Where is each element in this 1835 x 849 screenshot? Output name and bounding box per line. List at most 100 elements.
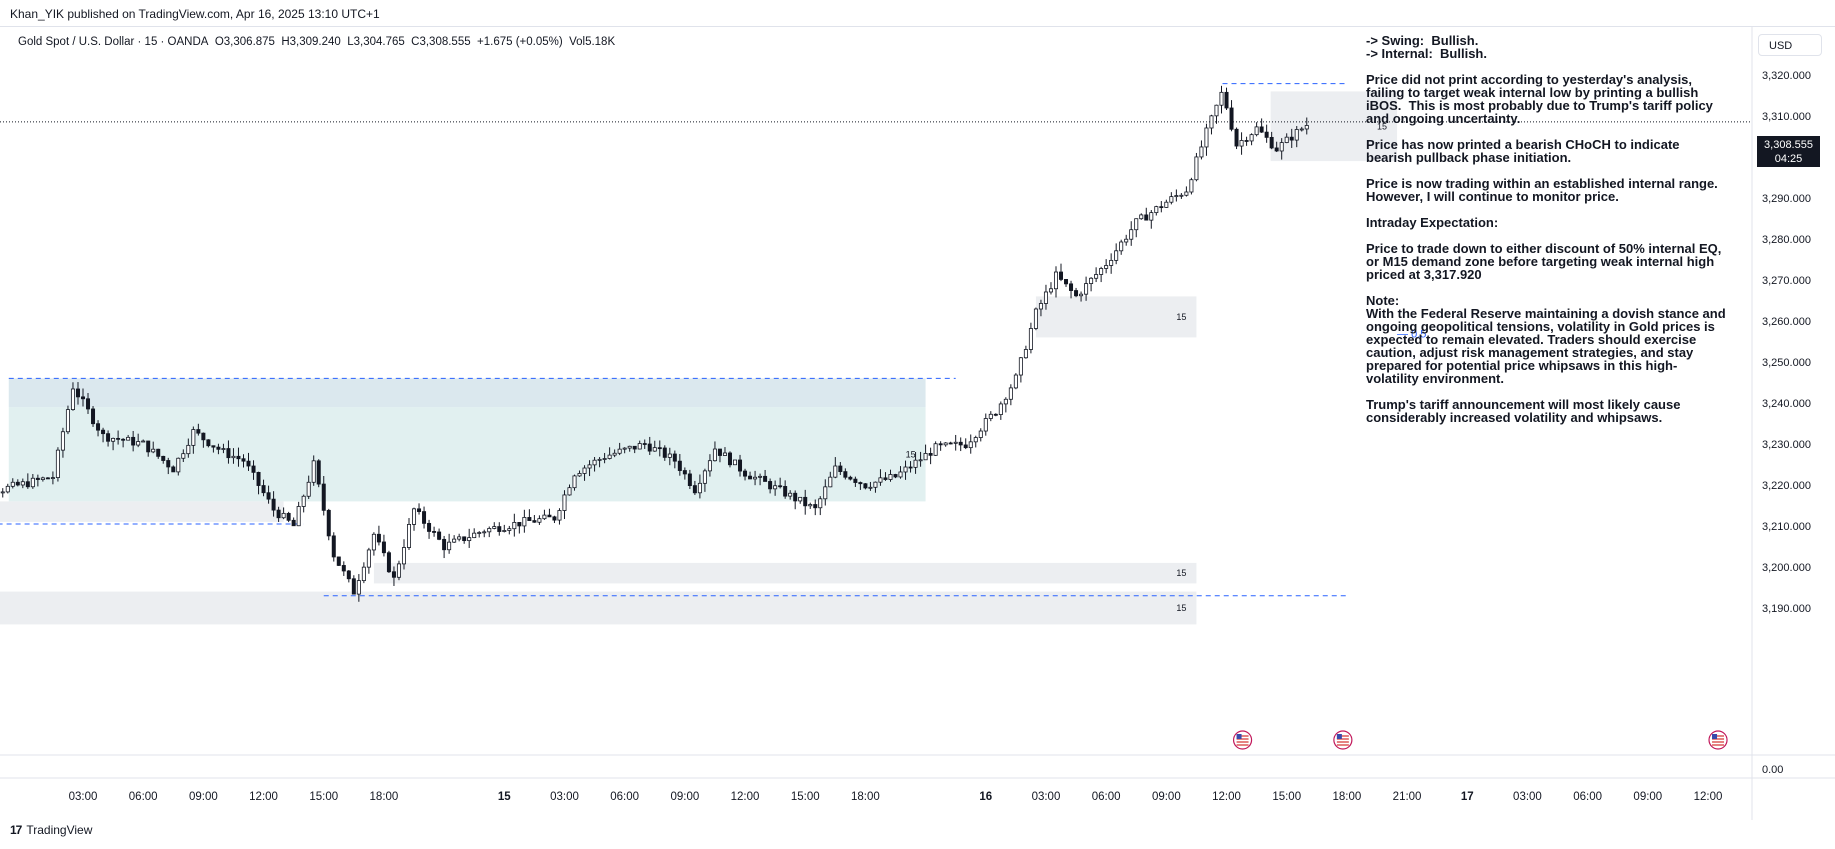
- time-axis-tick: 18:00: [851, 791, 880, 803]
- candle-body: [1229, 107, 1234, 130]
- candle-body: [1038, 303, 1043, 310]
- candle-body: [853, 478, 858, 483]
- candle-body: [1084, 283, 1089, 295]
- currency-selector[interactable]: USD: [1758, 34, 1822, 56]
- candle-body: [50, 477, 55, 479]
- ohlc-open: O3,306.875: [214, 36, 275, 48]
- candle-body: [677, 460, 682, 471]
- candle-body: [1094, 274, 1099, 279]
- candle-body: [652, 447, 657, 452]
- time-axis-tick: 06:00: [1092, 791, 1121, 803]
- candle-body: [1274, 147, 1279, 152]
- candle-body: [597, 458, 602, 461]
- candle-body: [276, 509, 281, 519]
- candle-body: [1149, 212, 1154, 221]
- time-axis-tick: 12:00: [1212, 791, 1241, 803]
- candle-body: [1023, 349, 1028, 359]
- candle-body: [381, 541, 386, 554]
- candle-body: [70, 388, 75, 410]
- candle-body: [903, 466, 908, 473]
- candle-body: [858, 482, 863, 485]
- candle-body: [81, 396, 86, 400]
- candle-body: [241, 458, 246, 462]
- candle-body: [738, 459, 743, 472]
- candle-body: [191, 429, 196, 446]
- candle-body: [401, 547, 406, 565]
- candle-body: [396, 563, 401, 578]
- candle-body: [296, 506, 301, 527]
- candle-body: [301, 495, 306, 507]
- candle-body: [65, 409, 70, 433]
- candle-body: [432, 531, 437, 533]
- price-axis-tick: 3,290.000: [1762, 193, 1811, 205]
- time-axis-tick: 06:00: [610, 791, 639, 803]
- candle-body: [1159, 206, 1164, 209]
- candle-body: [45, 477, 50, 480]
- symbol-title[interactable]: Gold Spot / U.S. Dollar · 15 · OANDA: [18, 36, 209, 48]
- time-axis-tick: 15:00: [1272, 791, 1301, 803]
- candle-body: [582, 467, 587, 474]
- candle-body: [988, 413, 993, 419]
- time-axis-tick: 16: [979, 791, 992, 803]
- candle-body: [326, 509, 331, 537]
- volume-axis-tick: 0.00: [1762, 764, 1783, 776]
- candle-body: [908, 466, 913, 469]
- candle-body: [55, 449, 60, 478]
- supply-demand-zone: [1035, 296, 1197, 338]
- candle-body: [1249, 134, 1254, 142]
- candle-body: [216, 446, 221, 450]
- candle-body: [883, 477, 888, 480]
- candle-body: [687, 473, 692, 487]
- candle-body: [592, 459, 597, 466]
- candle-body: [657, 447, 662, 450]
- candle-body: [1099, 268, 1104, 275]
- price-axis-tick: 3,280.000: [1762, 234, 1811, 246]
- candle-body: [1028, 328, 1033, 350]
- candle-body: [818, 498, 823, 509]
- candle-body: [888, 474, 893, 480]
- candle-body: [156, 448, 161, 457]
- candle-body: [828, 476, 833, 488]
- candle-body: [361, 566, 366, 582]
- candle-body: [186, 444, 191, 455]
- candle-body: [336, 556, 341, 566]
- ohlc-close: C3,308.555: [411, 36, 471, 48]
- equilibrium-label: — 0.5: [1397, 328, 1426, 340]
- time-axis-tick: 03:00: [69, 791, 98, 803]
- candle-body: [928, 453, 933, 456]
- candle-body: [286, 512, 291, 521]
- candle-body: [1064, 279, 1069, 285]
- price-axis-tick: 3,250.000: [1762, 357, 1811, 369]
- candle-body: [1109, 259, 1114, 266]
- last-price-value: 3,308.555: [1764, 139, 1813, 151]
- candle-body: [632, 445, 637, 450]
- candle-body: [1059, 271, 1064, 280]
- candle-body: [1079, 293, 1084, 297]
- candle-body: [251, 465, 256, 473]
- candle-body: [246, 460, 251, 467]
- supply-demand-zone: [1270, 91, 1398, 162]
- candle-body: [507, 528, 512, 531]
- candle-body: [978, 430, 983, 438]
- footer-brand[interactable]: 17 TradingView: [10, 823, 92, 837]
- candle-body: [1033, 308, 1038, 329]
- candle-body: [146, 440, 151, 453]
- candle-body: [422, 511, 427, 524]
- price-axis-tick: 3,220.000: [1762, 480, 1811, 492]
- candle-body: [311, 460, 316, 483]
- candle-body: [1284, 136, 1289, 143]
- candle-body: [91, 408, 96, 425]
- candle-body: [201, 432, 206, 441]
- ohlc-low: L3,304.765: [347, 36, 405, 48]
- price-axis-tick: 3,240.000: [1762, 398, 1811, 410]
- candle-body: [321, 483, 326, 511]
- candle-body: [1129, 229, 1134, 240]
- zone-label: 15: [1176, 568, 1186, 578]
- candle-body: [1264, 131, 1269, 138]
- time-axis-tick: 12:00: [249, 791, 278, 803]
- candle-body: [1254, 126, 1259, 136]
- candle-body: [151, 448, 156, 453]
- time-axis-tick: 09:00: [670, 791, 699, 803]
- candle-body: [1119, 241, 1124, 252]
- price-chart[interactable]: 15 15 15 15 15 — 0.5 3,190.000 3,200.000 3,210…: [0, 0, 1835, 820]
